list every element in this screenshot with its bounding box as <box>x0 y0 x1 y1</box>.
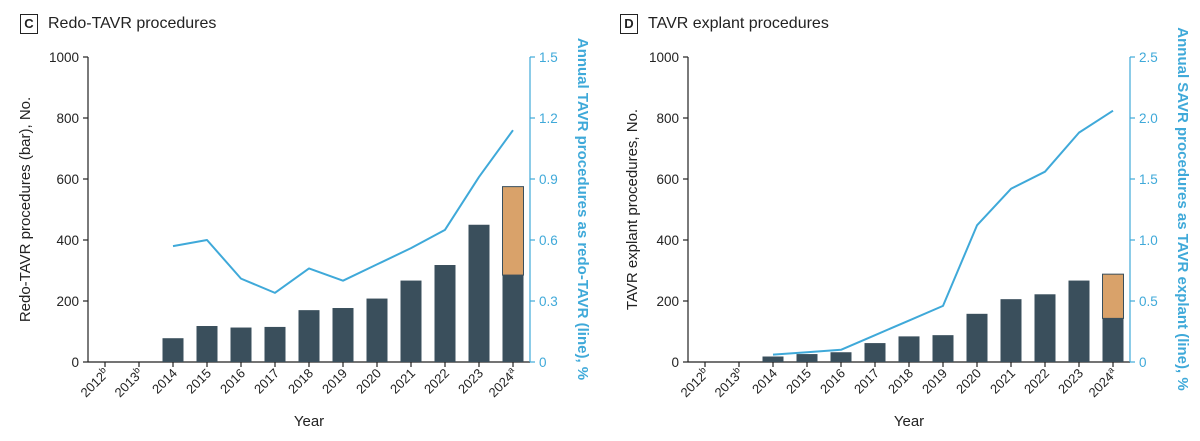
bar <box>502 275 524 362</box>
bar <box>898 336 920 362</box>
right-axis-title: Annual TAVR procedures as redo-TAVR (lin… <box>574 38 591 380</box>
bar <box>1034 294 1056 362</box>
bar <box>366 298 388 362</box>
x-tick-superscript: b <box>131 365 142 376</box>
right-tick-label: 1.2 <box>539 111 558 126</box>
x-tick-superscript: b <box>731 365 742 376</box>
bar <box>864 343 886 362</box>
bar <box>1000 299 1022 362</box>
left-tick-label: 400 <box>56 233 79 248</box>
x-tick-label: 2013b <box>111 365 146 400</box>
right-tick-label: 0.6 <box>539 233 558 248</box>
bar <box>196 326 218 362</box>
x-tick-label: 2023 <box>455 366 486 397</box>
right-tick-label: 2.0 <box>1139 111 1158 126</box>
left-tick-label: 800 <box>56 111 79 126</box>
x-tick-label: 2024a <box>485 365 520 400</box>
left-axis-title: Redo-TAVR procedures (bar), No. <box>17 97 34 322</box>
bar <box>1068 280 1090 362</box>
x-tick-label: 2017 <box>851 366 882 397</box>
right-tick-label: 1.0 <box>1139 233 1158 248</box>
x-tick-label: 2021 <box>987 366 1018 397</box>
x-tick-superscript: a <box>1105 365 1116 376</box>
x-tick-label: 2015 <box>783 366 814 397</box>
right-tick-label: 1.5 <box>1139 172 1158 187</box>
x-tick-superscript: a <box>505 365 516 376</box>
x-tick-label: 2020 <box>353 366 384 397</box>
bar <box>796 354 818 362</box>
x-tick-label: 2019 <box>919 366 950 397</box>
x-tick-label: 2019 <box>319 366 350 397</box>
left-tick-label: 0 <box>671 355 679 370</box>
right-tick-label: 0.3 <box>539 294 558 309</box>
x-tick-label: 2024a <box>1085 365 1120 400</box>
right-tick-label: 0.5 <box>1139 294 1158 309</box>
chart-title: TAVR explant procedures <box>648 15 829 32</box>
bar-projected <box>1102 273 1124 319</box>
panel-letter: C <box>20 14 38 34</box>
x-tick-label: 2013b <box>711 365 746 400</box>
left-tick-label: 200 <box>56 294 79 309</box>
panel-d-header: D TAVR explant procedures <box>620 12 829 36</box>
right-tick-label: 1.5 <box>539 50 558 65</box>
panel-c: C Redo-TAVR procedures 0 200 400 600 800 1000… <box>0 0 600 436</box>
x-tick-superscript: b <box>97 365 108 376</box>
x-tick-label: 2023 <box>1055 366 1086 397</box>
bar <box>332 308 354 362</box>
percent-line <box>772 109 1114 356</box>
bar <box>264 326 286 362</box>
x-tick-label: 2012b <box>77 365 112 400</box>
right-tick-label: 0 <box>539 355 547 370</box>
right-tick-label: 2.5 <box>1139 50 1158 65</box>
bar <box>468 224 490 362</box>
bar <box>230 327 252 362</box>
chart-title: Redo-TAVR procedures <box>48 15 217 32</box>
x-tick-label: 2021 <box>387 366 418 397</box>
bar <box>932 335 954 362</box>
x-tick-label: 2015 <box>183 366 214 397</box>
x-tick-label: 2018 <box>885 366 916 397</box>
x-tick-label: 2018 <box>285 366 316 397</box>
x-tick-label: 2022 <box>421 366 452 397</box>
x-tick-label: 2016 <box>817 366 848 397</box>
bar <box>966 313 988 362</box>
bar <box>434 265 456 362</box>
x-tick-label: 2014 <box>749 366 780 397</box>
left-tick-label: 800 <box>656 111 679 126</box>
left-tick-label: 600 <box>656 172 679 187</box>
x-axis-title: Year <box>294 413 324 430</box>
bar <box>1102 318 1124 362</box>
bar <box>762 356 784 362</box>
left-tick-label: 1000 <box>649 50 679 65</box>
left-tick-label: 200 <box>656 294 679 309</box>
left-axis-title: TAVR explant procedures, No. <box>624 109 641 310</box>
right-axis-title: Annual SAVR procedures as TAVR explant (… <box>1174 27 1191 390</box>
left-tick-label: 400 <box>656 233 679 248</box>
x-tick-label: 2022 <box>1021 366 1052 397</box>
bar <box>400 280 422 362</box>
bar <box>162 338 184 362</box>
x-tick-label: 2014 <box>149 366 180 397</box>
x-tick-label: 2016 <box>217 366 248 397</box>
left-tick-label: 1000 <box>49 50 79 65</box>
panel-d: D TAVR explant procedures 0 200 400 600 800 1… <box>600 0 1200 436</box>
panel-c-header: C Redo-TAVR procedures <box>20 12 216 36</box>
x-axis-title: Year <box>894 413 924 430</box>
x-tick-label: 2020 <box>953 366 984 397</box>
right-tick-label: 0 <box>1139 355 1147 370</box>
left-tick-label: 0 <box>71 355 79 370</box>
right-tick-label: 0.9 <box>539 172 558 187</box>
bar-projected <box>502 186 524 276</box>
x-tick-label: 2017 <box>251 366 282 397</box>
bar <box>298 310 320 362</box>
panel-letter: D <box>620 14 638 34</box>
bar <box>830 352 852 362</box>
x-tick-label: 2012b <box>677 365 712 400</box>
left-tick-label: 600 <box>56 172 79 187</box>
percent-line <box>172 129 514 294</box>
x-tick-superscript: b <box>697 365 708 376</box>
